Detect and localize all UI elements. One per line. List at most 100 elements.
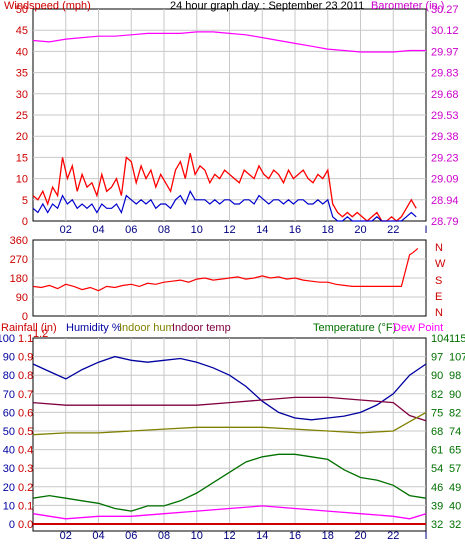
- temperature-label: Temperature (°F): [313, 322, 396, 334]
- temp-tick-label: 32: [431, 519, 443, 531]
- direction-tick-label: 360: [10, 235, 28, 247]
- wind-tick-label: 45: [16, 25, 28, 37]
- series-temperature: [32, 453, 427, 512]
- temp-tick-label: 40: [449, 500, 461, 512]
- series-indoor_hum: [32, 411, 427, 436]
- direction-tick-label: 90: [16, 292, 28, 304]
- rain-tick-label: 0.1: [18, 500, 33, 512]
- baro-tick-label: 29.38: [431, 131, 459, 143]
- temp-tick-label: 104: [431, 333, 449, 345]
- direction-tick-label: 180: [10, 273, 28, 285]
- series-windspeed: [32, 189, 417, 222]
- compass-label: N: [435, 307, 443, 319]
- temp-tick-label: 107: [449, 352, 465, 364]
- series-barometer: [32, 31, 426, 53]
- x-tick-label: 02: [60, 224, 72, 236]
- x-tick-label: 12: [223, 224, 235, 236]
- baro-tick-label: 28.94: [431, 195, 459, 207]
- temp-tick-label: 97: [431, 352, 443, 364]
- humidity-tick-label: 0: [9, 519, 15, 531]
- x-tick-label: 22: [387, 224, 399, 236]
- wind-tick-label: 25: [16, 110, 28, 122]
- humidity-tick-label: 20: [3, 482, 15, 494]
- x-tick-label: I: [424, 224, 427, 236]
- compass-label: S: [435, 275, 442, 287]
- humidity-tick-label: 70: [3, 389, 15, 401]
- humidity-tick-label: 30: [3, 463, 15, 475]
- temp-tick-label: 61: [431, 445, 443, 457]
- dew-point-label: Dew Point: [393, 322, 443, 334]
- baro-tick-label: 28.79: [431, 216, 459, 228]
- temp-tick-label: 49: [449, 482, 461, 494]
- humidity-tick-label: 10: [3, 500, 15, 512]
- direction-tick-label: 0: [22, 311, 28, 323]
- wind-tick-label: 10: [16, 174, 28, 186]
- x-tick-label: 08: [158, 224, 170, 236]
- wind-tick-label: 50: [16, 4, 28, 16]
- x-tick-label: 20: [354, 224, 366, 236]
- wind-axis-label: Windspeed (mph): [4, 0, 91, 12]
- x-tick-label: 02: [60, 530, 72, 542]
- baro-tick-label: 29.09: [431, 174, 459, 186]
- humidity-tick-label: 40: [3, 445, 15, 457]
- temp-tick-label: 39: [431, 500, 443, 512]
- wind-tick-label: 5: [22, 195, 28, 207]
- temp-tick-label: 74: [449, 426, 461, 438]
- temp-tick-label: 82: [449, 407, 461, 419]
- x-tick-label: 14: [256, 530, 268, 542]
- wind-tick-label: 30: [16, 89, 28, 101]
- rain-tick-label: 0.7: [18, 389, 33, 401]
- temp-tick-label: 65: [449, 445, 461, 457]
- temp-tick-label: 57: [449, 463, 461, 475]
- temp-tick-label: 115: [449, 333, 465, 345]
- baro-tick-label: 30.12: [431, 25, 459, 37]
- x-tick-label: 18: [322, 224, 334, 236]
- series-humidity: [32, 355, 427, 421]
- rain-tick-label: 0.9: [18, 352, 33, 364]
- temp-tick-label: 90: [449, 389, 461, 401]
- rain-tick-label: 0.3: [18, 463, 33, 475]
- x-tick-label: 22: [387, 530, 399, 542]
- series-dew_point: [32, 505, 427, 520]
- temp-tick-label: 98: [449, 370, 461, 382]
- temp-tick-label: 68: [431, 426, 443, 438]
- temp-tick-label: 75: [431, 407, 443, 419]
- x-tick-label: 18: [322, 530, 334, 542]
- x-tick-label: 16: [289, 224, 301, 236]
- baro-tick-label: 30.27: [431, 4, 459, 16]
- rain-label: Rainfall (in): [1, 322, 57, 334]
- humidity-tick-label: 50: [3, 426, 15, 438]
- baro-tick-label: 29.53: [431, 110, 459, 122]
- x-tick-label: I: [424, 530, 427, 542]
- humidity-tick-label: 60: [3, 407, 15, 419]
- indoor-hum-label: Indoor hum: [119, 322, 175, 334]
- humidity-tick-label: 100: [0, 333, 15, 345]
- rain-tick-label: 0.4: [18, 445, 33, 457]
- x-tick-label: 10: [191, 530, 203, 542]
- temp-tick-label: 90: [431, 370, 443, 382]
- rain-tick-label: 0.2: [18, 482, 33, 494]
- rain-tick-label: 0.6: [18, 407, 33, 419]
- temp-tick-label: 46: [431, 482, 443, 494]
- rain-tick-label: 0.8: [18, 370, 33, 382]
- wind-tick-label: 0: [22, 216, 28, 228]
- series-wind-direction: [32, 247, 419, 292]
- baro-tick-label: 29.83: [431, 68, 459, 80]
- rain-tick-label: 0.0: [18, 519, 33, 531]
- x-tick-label: 08: [158, 530, 170, 542]
- compass-label: N: [435, 242, 443, 254]
- rain-tick-label: 0.5: [18, 426, 33, 438]
- x-tick-label: 16: [289, 530, 301, 542]
- humidity-tick-label: 80: [3, 370, 15, 382]
- baro-tick-label: 29.23: [431, 152, 459, 164]
- series-gust: [32, 153, 417, 222]
- baro-tick-label: 29.97: [431, 46, 459, 58]
- chart-title: 24 hour graph day : September 23 2011: [170, 0, 364, 12]
- compass-label: W: [435, 258, 446, 270]
- wind-tick-label: 40: [16, 46, 28, 58]
- humidity-label: Humidity %: [66, 322, 122, 334]
- series-indoor_temp: [32, 396, 427, 422]
- x-tick-label: 04: [92, 530, 104, 542]
- x-tick-label: 10: [191, 224, 203, 236]
